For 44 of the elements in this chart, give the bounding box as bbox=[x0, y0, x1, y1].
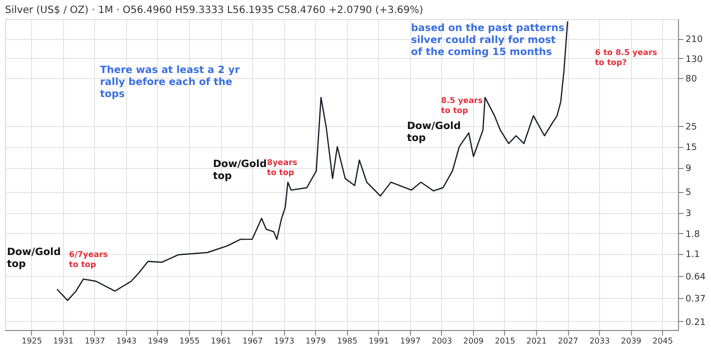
x-tick-label: 1973 bbox=[274, 336, 294, 346]
x-tick-label: 1985 bbox=[337, 336, 358, 346]
annotation: 8years to top bbox=[267, 158, 298, 177]
x-tick-label: 2021 bbox=[526, 336, 547, 346]
x-tick-label: 1931 bbox=[53, 336, 74, 346]
y-tick-label: 0.64 bbox=[686, 272, 706, 282]
x-tick-label: 2045 bbox=[652, 336, 673, 346]
y-tick-label: 9 bbox=[686, 164, 692, 174]
y-tick-label: 80 bbox=[686, 74, 698, 85]
x-tick-label: 1949 bbox=[148, 336, 168, 346]
x-tick-label: 1955 bbox=[179, 336, 200, 346]
chart-title: Silver (US$ / OZ) · 1M · O56.4960 H59.3333 L56.1935 C58.4760 +2.0790 (+3.69%) bbox=[5, 5, 424, 16]
annotation: based on the past patterns silver could rally for most of the coming 15 months bbox=[411, 23, 564, 58]
x-tick-label: 2039 bbox=[621, 336, 642, 346]
annotation: 6 to 8.5 years to top? bbox=[595, 48, 658, 67]
y-tick-label: 1.8 bbox=[686, 230, 700, 240]
y-tick-label: 1.1 bbox=[686, 250, 700, 260]
annotation: 6/7years to top bbox=[69, 250, 108, 269]
x-tick-label: 1997 bbox=[400, 336, 421, 346]
x-tick-label: 2027 bbox=[558, 336, 578, 346]
y-tick-label: 5 bbox=[686, 188, 692, 198]
y-tick-label: 3 bbox=[686, 209, 692, 220]
x-tick-label: 1943 bbox=[116, 336, 137, 346]
x-tick-label: 1991 bbox=[368, 336, 389, 346]
x-tick-label: 1967 bbox=[242, 336, 263, 346]
x-tick-label: 1961 bbox=[210, 336, 232, 346]
x-tick-label: 2009 bbox=[463, 336, 484, 346]
x-tick-label: 1937 bbox=[84, 336, 106, 346]
annotation: Dow/Gold top bbox=[7, 247, 61, 270]
y-tick-label: 210 bbox=[686, 35, 703, 46]
annotation: Dow/Gold top bbox=[407, 121, 461, 144]
y-tick-label: 15 bbox=[686, 143, 697, 154]
y-tick-label: 0.21 bbox=[686, 318, 706, 328]
x-tick-label: 2033 bbox=[589, 336, 610, 346]
x-tick-label: 1979 bbox=[306, 336, 326, 346]
y-tick-label: 0.37 bbox=[686, 294, 706, 305]
annotation: There was at least a 2 yr rally before each of the tops bbox=[100, 65, 240, 100]
x-tick-label: 2015 bbox=[494, 336, 516, 346]
y-tick-label: 130 bbox=[686, 54, 703, 65]
y-tick-label: 25 bbox=[686, 122, 697, 132]
x-tick-label: 1925 bbox=[22, 336, 42, 346]
x-tick-label: 2003 bbox=[432, 336, 452, 346]
annotation: Dow/Gold top bbox=[213, 159, 267, 182]
annotation: 8.5 years to top bbox=[441, 96, 483, 115]
